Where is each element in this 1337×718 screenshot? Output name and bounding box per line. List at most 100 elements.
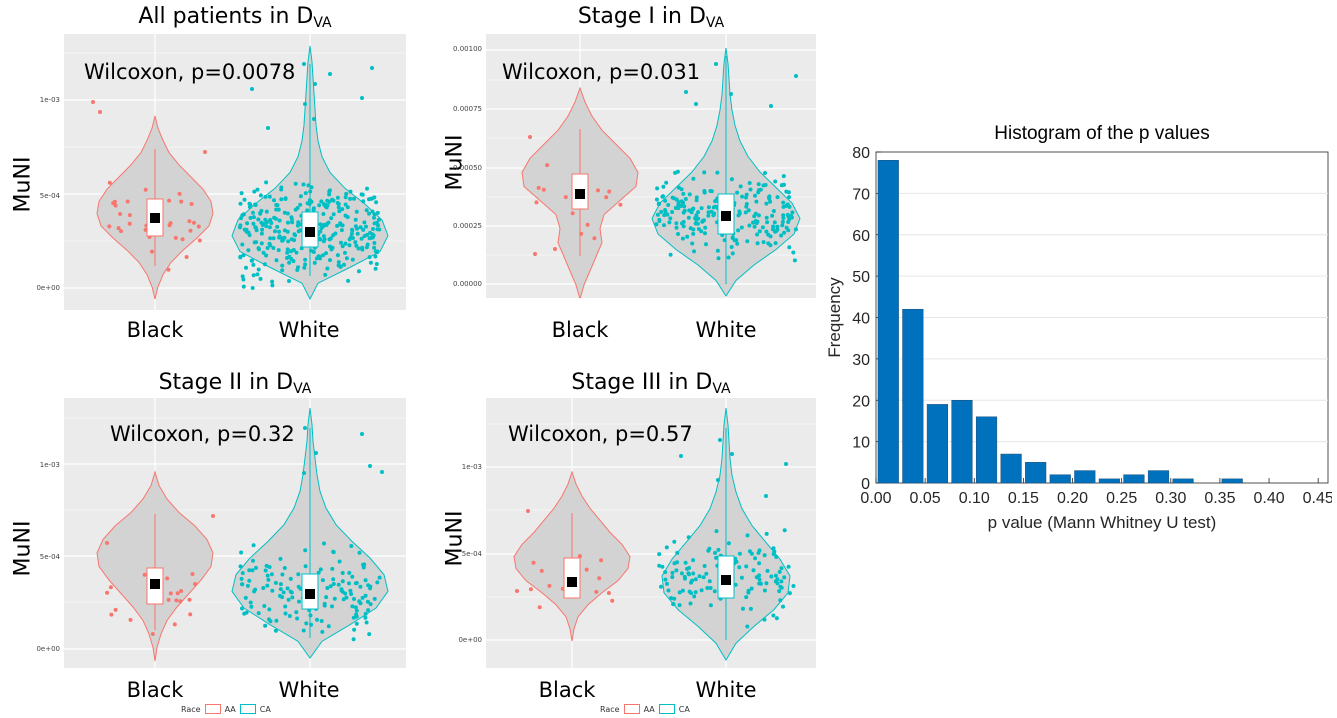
point-white	[303, 257, 308, 262]
x-tick-label: 0.30	[1155, 490, 1186, 507]
point-white	[775, 227, 780, 232]
point-white	[687, 565, 692, 570]
point-white	[764, 494, 768, 498]
point-white	[347, 570, 352, 575]
point-white	[702, 564, 707, 568]
point-white	[672, 561, 677, 566]
point-white	[280, 572, 285, 577]
point-white	[667, 220, 672, 225]
point-white	[303, 102, 307, 106]
point-white	[683, 197, 688, 201]
point-white	[687, 589, 692, 594]
point-white	[255, 272, 260, 277]
point-white	[365, 242, 370, 247]
point-white	[318, 229, 323, 234]
point-white	[771, 546, 776, 551]
point-white	[279, 185, 284, 190]
point-white	[784, 189, 789, 194]
point-white	[240, 274, 245, 279]
point-black	[179, 589, 184, 593]
point-white	[340, 579, 345, 584]
point-black	[196, 224, 201, 229]
point-white	[257, 247, 261, 252]
point-white	[267, 565, 272, 569]
point-white	[303, 191, 308, 196]
point-white	[716, 547, 721, 552]
wilcoxon-annotation: Wilcoxon, p=0.32	[110, 422, 295, 446]
point-white	[753, 193, 757, 198]
point-white	[693, 577, 698, 582]
point-white	[238, 201, 243, 206]
point-white	[240, 606, 244, 611]
point-white	[238, 254, 243, 259]
point-black	[537, 605, 542, 610]
point-white	[687, 192, 692, 197]
point-white	[372, 245, 377, 250]
point-black	[188, 228, 193, 233]
point-white	[331, 212, 336, 217]
point-white	[321, 253, 325, 258]
point-white	[285, 250, 290, 255]
point-white	[239, 576, 244, 581]
point-white	[328, 584, 333, 589]
violin-svg-stage3	[486, 398, 816, 668]
point-white	[368, 464, 372, 468]
point-white	[654, 197, 659, 202]
point-white	[249, 604, 254, 609]
point-white	[350, 574, 355, 579]
histogram-bar	[1147, 470, 1170, 484]
point-white	[656, 202, 661, 207]
point-white	[374, 262, 379, 266]
point-white	[367, 632, 372, 637]
point-white	[269, 221, 274, 225]
point-white	[765, 568, 770, 573]
point-white	[341, 597, 346, 602]
point-white	[321, 202, 326, 207]
point-white	[268, 243, 273, 248]
x-tick-label: 0.05	[910, 490, 941, 507]
point-black	[174, 598, 179, 603]
point-black	[165, 576, 170, 581]
point-white	[254, 565, 258, 570]
point-white	[276, 248, 281, 253]
point-white	[746, 208, 751, 213]
point-white	[691, 558, 696, 563]
point-white	[764, 201, 769, 206]
point-white	[706, 205, 711, 210]
point-white	[768, 234, 773, 239]
point-white	[687, 208, 692, 213]
point-white	[355, 226, 359, 231]
point-white	[272, 198, 276, 203]
point-white	[304, 621, 309, 626]
violin-svg-stage1	[486, 34, 816, 301]
point-white	[273, 216, 278, 221]
y-tick-label: 0	[861, 476, 870, 493]
point-white	[330, 604, 334, 609]
point-white	[676, 232, 680, 236]
point-white	[244, 265, 248, 270]
point-white	[297, 599, 301, 604]
point-white	[770, 227, 775, 232]
x-tick-label: 0.15	[1008, 490, 1039, 507]
median-marker-white	[305, 589, 315, 599]
point-white	[757, 548, 762, 553]
point-white	[242, 197, 247, 202]
point-white	[326, 624, 331, 629]
point-white	[318, 567, 323, 572]
point-white	[243, 595, 248, 600]
point-white	[321, 234, 326, 239]
point-black	[127, 213, 132, 218]
point-white	[692, 249, 696, 254]
point-white	[250, 286, 255, 290]
point-white	[671, 602, 676, 607]
y-tick-label: 0.00025	[453, 222, 482, 230]
median-marker-white	[721, 211, 731, 221]
point-white	[335, 195, 340, 200]
point-white	[329, 216, 334, 221]
point-white	[245, 583, 250, 588]
point-white	[265, 573, 270, 578]
point-white	[317, 203, 322, 208]
point-white	[684, 90, 688, 94]
point-white	[343, 241, 348, 246]
point-black	[515, 589, 519, 593]
